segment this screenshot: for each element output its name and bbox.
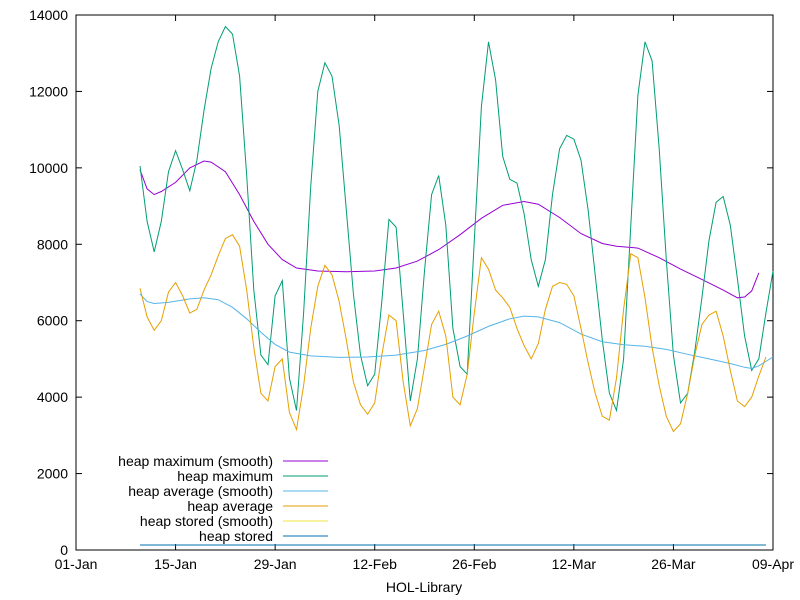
legend-label: heap stored bbox=[199, 528, 273, 544]
series-line-heap-average bbox=[139, 234, 767, 433]
series-lines bbox=[139, 25, 774, 546]
legend-label: heap maximum bbox=[177, 468, 273, 484]
x-tick-label: 26-Feb bbox=[452, 556, 497, 572]
legend-label: heap average (smooth) bbox=[128, 483, 273, 499]
y-tick-label: 0 bbox=[60, 542, 68, 558]
x-tick-label: 29-Jan bbox=[254, 556, 297, 572]
series-line-heap-maximum-smooth- bbox=[139, 160, 760, 299]
x-tick-label: 12-Mar bbox=[552, 556, 597, 572]
y-tick-label: 12000 bbox=[29, 83, 68, 99]
x-axis-label: HOL-Library bbox=[386, 579, 462, 595]
x-tick-label: 26-Mar bbox=[651, 556, 696, 572]
x-tick-label: 09-Apr bbox=[752, 556, 794, 572]
x-tick-label: 15-Jan bbox=[154, 556, 197, 572]
axis-ticks: 0 2000 4000 6000 8000 10000 12000 14000 01-Jan 15… bbox=[29, 7, 794, 572]
plot-frame bbox=[75, 14, 774, 551]
legend-label: heap stored (smooth) bbox=[140, 513, 273, 529]
x-tick-label: 01-Jan bbox=[55, 556, 98, 572]
y-tick-label: 10000 bbox=[29, 160, 68, 176]
legend-label: heap average bbox=[187, 498, 273, 514]
y-tick-label: 6000 bbox=[37, 313, 68, 329]
series-line-heap-maximum bbox=[139, 25, 774, 413]
y-tick-label: 8000 bbox=[37, 236, 68, 252]
legend-label: heap maximum (smooth) bbox=[118, 453, 273, 469]
series-line-heap-average-smooth- bbox=[139, 293, 774, 370]
y-tick-label: 2000 bbox=[37, 466, 68, 482]
y-tick-label: 14000 bbox=[29, 7, 68, 23]
y-tick-label: 4000 bbox=[37, 389, 68, 405]
x-tick-label: 12-Feb bbox=[353, 556, 398, 572]
